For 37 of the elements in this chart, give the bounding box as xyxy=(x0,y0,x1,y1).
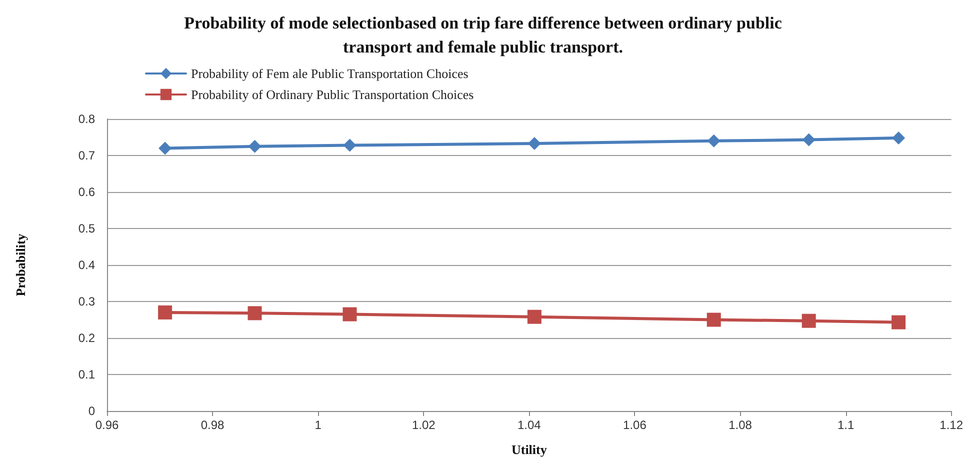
point xyxy=(802,314,816,328)
x-tick-label: 1.1 xyxy=(837,418,854,432)
y-tick-label: 0.3 xyxy=(78,294,96,308)
y-tick-label: 0.5 xyxy=(78,222,96,236)
point xyxy=(892,131,906,144)
x-tick-label: 1.12 xyxy=(940,418,964,432)
point xyxy=(342,307,357,322)
point xyxy=(892,315,906,330)
x-tick-label: 1 xyxy=(314,418,322,432)
x-axis-title: Utility xyxy=(511,442,548,457)
point xyxy=(248,306,262,320)
y-tick-label: 0.6 xyxy=(78,185,96,199)
x-tick-label: 1.04 xyxy=(517,418,542,432)
point xyxy=(158,305,172,320)
legend-label: Probability of Fem ale Public Transportation Choices xyxy=(191,66,468,81)
y-tick-label: 0.2 xyxy=(78,331,96,345)
x-tick-label: 1.06 xyxy=(623,418,647,432)
y-axis-title: Probability xyxy=(13,233,28,296)
y-tick-label: 0.8 xyxy=(78,112,96,126)
point xyxy=(706,312,721,327)
chart-title: Probability of mode selectionbased on trip fare difference between ordinary public transport and female public transport. xyxy=(184,14,782,56)
point xyxy=(528,136,541,150)
y-tick-label: 0.1 xyxy=(78,368,96,382)
y-tick-label: 0.4 xyxy=(78,258,96,272)
point xyxy=(707,134,720,148)
x-tick-label: 1.02 xyxy=(412,418,436,432)
point xyxy=(158,142,172,155)
point xyxy=(248,140,262,153)
point xyxy=(343,138,356,152)
point xyxy=(527,310,542,324)
y-tick-label: 0 xyxy=(88,404,96,418)
y-tick-label: 0.7 xyxy=(78,148,96,162)
point xyxy=(802,133,816,146)
legend-label: Probability of Ordinary Public Transportation Choices xyxy=(191,87,474,102)
x-tick-label: 0.98 xyxy=(200,418,225,432)
x-tick-label: 0.96 xyxy=(95,418,119,432)
x-tick-label: 1.08 xyxy=(728,418,752,432)
